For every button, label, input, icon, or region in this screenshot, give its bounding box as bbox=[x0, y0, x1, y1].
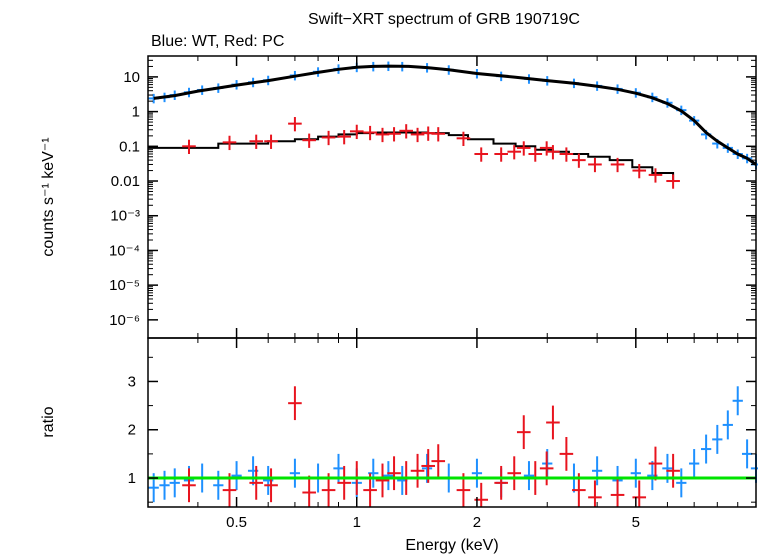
wt-model-line bbox=[153, 64, 757, 166]
wt-ratio-point bbox=[676, 468, 687, 498]
pc-data-point bbox=[507, 145, 522, 160]
ratio-y-axis-label: ratio bbox=[40, 406, 57, 437]
wt-ratio-point bbox=[700, 434, 712, 464]
x-tick-label: 5 bbox=[632, 514, 640, 531]
pc-data-point bbox=[349, 124, 364, 140]
pc-model-line bbox=[148, 131, 675, 181]
pc-data-point bbox=[559, 147, 574, 162]
pc-ratio-point bbox=[387, 456, 401, 491]
pc-ratio-point bbox=[516, 415, 531, 450]
ratio-tick-label: 2 bbox=[128, 422, 136, 439]
pc-ratio-point bbox=[302, 475, 316, 507]
y-tick-label: 10⁻⁶ bbox=[109, 312, 140, 329]
x-tick-label: 2 bbox=[473, 514, 481, 531]
y-tick-label: 0.1 bbox=[119, 138, 140, 155]
ratio-panel-frame bbox=[147, 337, 757, 508]
y-tick-label: 10 bbox=[123, 69, 140, 86]
wt-ratio-point bbox=[289, 458, 301, 488]
pc-data-point bbox=[182, 139, 196, 155]
wt-ratio-point bbox=[712, 424, 723, 454]
pc-data-point bbox=[410, 127, 425, 143]
pc-ratio-point bbox=[666, 453, 680, 488]
pc-data-point bbox=[399, 124, 414, 139]
wt-ratio-point bbox=[231, 461, 242, 491]
spectrum-panel bbox=[148, 61, 758, 189]
pc-data-point bbox=[666, 174, 680, 189]
pc-data-point bbox=[546, 145, 560, 160]
pc-ratio-point bbox=[494, 465, 508, 500]
y-tick-label: 0.01 bbox=[111, 173, 140, 190]
pc-ratio-point bbox=[249, 465, 264, 500]
pc-data-point bbox=[264, 134, 278, 149]
pc-data-point bbox=[302, 133, 316, 148]
pc-ratio-point bbox=[410, 453, 425, 488]
pc-data-point bbox=[474, 147, 489, 162]
pc-data-point bbox=[375, 127, 390, 143]
wt-ratio-point bbox=[689, 449, 700, 479]
pc-data-point bbox=[222, 135, 237, 151]
pc-data-point bbox=[321, 130, 336, 146]
pc-data-point bbox=[648, 168, 663, 183]
pc-ratio-point bbox=[288, 386, 302, 421]
pc-data-point bbox=[494, 147, 508, 162]
y-tick-label: 10⁻³ bbox=[110, 208, 140, 225]
pc-ratio-point bbox=[264, 468, 278, 503]
pc-data-point bbox=[516, 141, 531, 156]
y-tick-label: 1 bbox=[132, 104, 140, 121]
pc-ratio-point bbox=[546, 405, 560, 440]
pc-data-point bbox=[288, 117, 302, 132]
pc-ratio-point bbox=[588, 480, 602, 507]
x-axis-label: Energy (keV) bbox=[405, 537, 498, 554]
wt-ratio-point bbox=[169, 468, 180, 498]
pc-ratio-point bbox=[610, 478, 625, 507]
wt-ratio-point bbox=[523, 461, 535, 491]
pc-data-point bbox=[337, 130, 351, 145]
wt-ratio-point bbox=[741, 439, 753, 469]
pc-data-point bbox=[456, 131, 471, 147]
pc-data-point bbox=[539, 141, 554, 156]
pc-data-point bbox=[572, 153, 586, 168]
pc-ratio-point bbox=[182, 468, 196, 503]
spectrum-y-axis-label: counts s⁻¹ keV⁻¹ bbox=[40, 137, 57, 256]
pc-ratio-point bbox=[375, 463, 390, 498]
pc-data-point bbox=[588, 157, 602, 173]
chart-subtitle: Blue: WT, Red: PC bbox=[151, 33, 284, 50]
wt-ratio-point bbox=[630, 458, 641, 488]
wt-ratio-point bbox=[159, 470, 170, 500]
pc-data-point bbox=[387, 127, 401, 142]
ratio-tick-label: 1 bbox=[128, 470, 136, 487]
wt-ratio-point bbox=[383, 461, 394, 491]
wt-ratio-point bbox=[722, 410, 733, 440]
pc-ratio-point bbox=[337, 465, 351, 500]
pc-data-point bbox=[610, 157, 625, 173]
pc-ratio-point bbox=[648, 446, 663, 481]
pc-data-point bbox=[632, 163, 647, 179]
pc-ratio-point bbox=[632, 480, 647, 507]
wt-ratio-point bbox=[591, 456, 603, 486]
ratio-panel bbox=[148, 386, 758, 507]
x-tick-label: 1 bbox=[353, 514, 361, 531]
pc-ratio-point bbox=[559, 436, 574, 471]
pc-ratio-point bbox=[431, 444, 446, 479]
ratio-tick-label: 3 bbox=[128, 373, 136, 390]
pc-ratio-point bbox=[539, 451, 554, 486]
wt-ratio-point bbox=[213, 470, 224, 500]
pc-data-point bbox=[431, 127, 446, 142]
y-tick-label: 10⁻⁴ bbox=[109, 242, 140, 259]
y-tick-label: 10⁻⁵ bbox=[109, 277, 140, 294]
pc-data-point bbox=[528, 147, 543, 162]
chart-title: Swift−XRT spectrum of GRB 190719C bbox=[308, 11, 580, 28]
pc-ratio-point bbox=[507, 456, 522, 491]
x-tick-label: 0.5 bbox=[226, 514, 247, 531]
pc-data-point bbox=[249, 134, 264, 149]
wt-ratio-point bbox=[471, 458, 483, 488]
pc-data-point bbox=[363, 125, 377, 141]
spectrum-panel-frame bbox=[147, 55, 757, 339]
wt-ratio-point bbox=[732, 386, 743, 416]
